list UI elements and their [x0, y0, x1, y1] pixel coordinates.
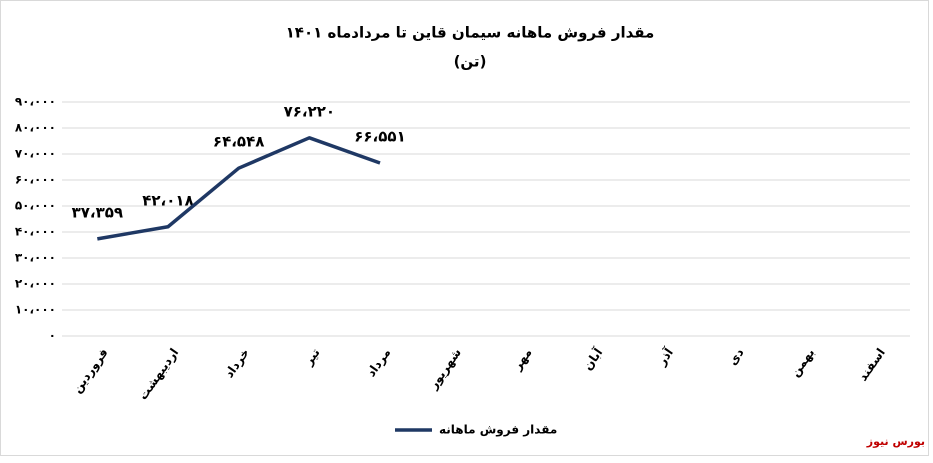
y-tick-label: ۷۰،۰۰۰ [15, 147, 56, 161]
y-tick-label: ۵۰،۰۰۰ [15, 199, 56, 213]
y-tick-label: ۶۰،۰۰۰ [15, 173, 56, 187]
data-label: ۳۷،۳۵۹ [72, 203, 123, 221]
y-tick-label: ۲۰،۰۰۰ [15, 277, 56, 291]
y-tick-label: ۴۰،۰۰۰ [15, 225, 56, 239]
y-tick-label: ۱۰،۰۰۰ [15, 303, 56, 317]
legend-label: مقدار فروش ماهانه [439, 423, 557, 438]
data-label: ۶۶،۵۵۱ [354, 127, 405, 145]
chart-subtitle: (تن) [454, 53, 487, 71]
data-label: ۴۲،۰۱۸ [142, 191, 193, 209]
y-tick-label: ۹۰،۰۰۰ [15, 95, 56, 109]
data-label: ۷۶،۲۲۰ [284, 102, 335, 120]
source: بورس نیوز [866, 435, 925, 448]
y-tick-label: ۸۰،۰۰۰ [15, 121, 56, 135]
y-tick-label: ۳۰،۰۰۰ [15, 251, 56, 265]
y-tick-label: ۰ [49, 329, 56, 343]
series-line [97, 136, 381, 241]
data-label: ۶۴،۵۴۸ [213, 133, 264, 151]
chart-title: مقدار فروش ماهانه سیمان قاین تا مردادماه… [286, 24, 655, 42]
